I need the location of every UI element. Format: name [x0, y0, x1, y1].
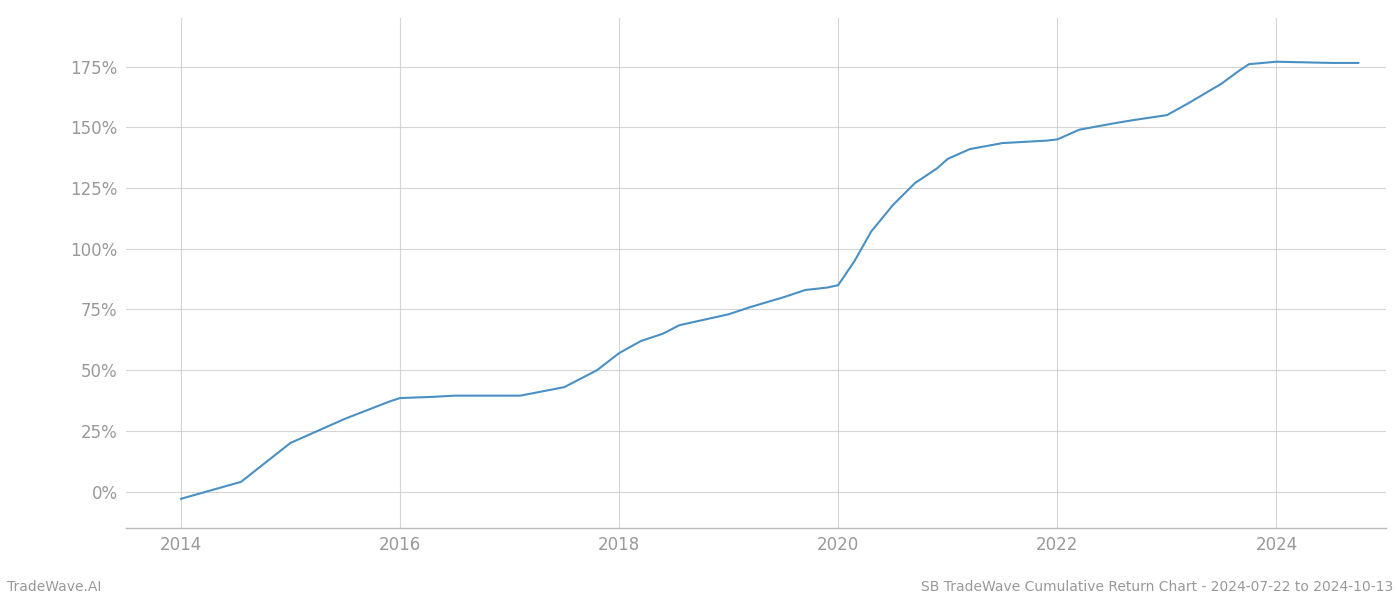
- Text: TradeWave.AI: TradeWave.AI: [7, 580, 101, 594]
- Text: SB TradeWave Cumulative Return Chart - 2024-07-22 to 2024-10-13: SB TradeWave Cumulative Return Chart - 2…: [921, 580, 1393, 594]
